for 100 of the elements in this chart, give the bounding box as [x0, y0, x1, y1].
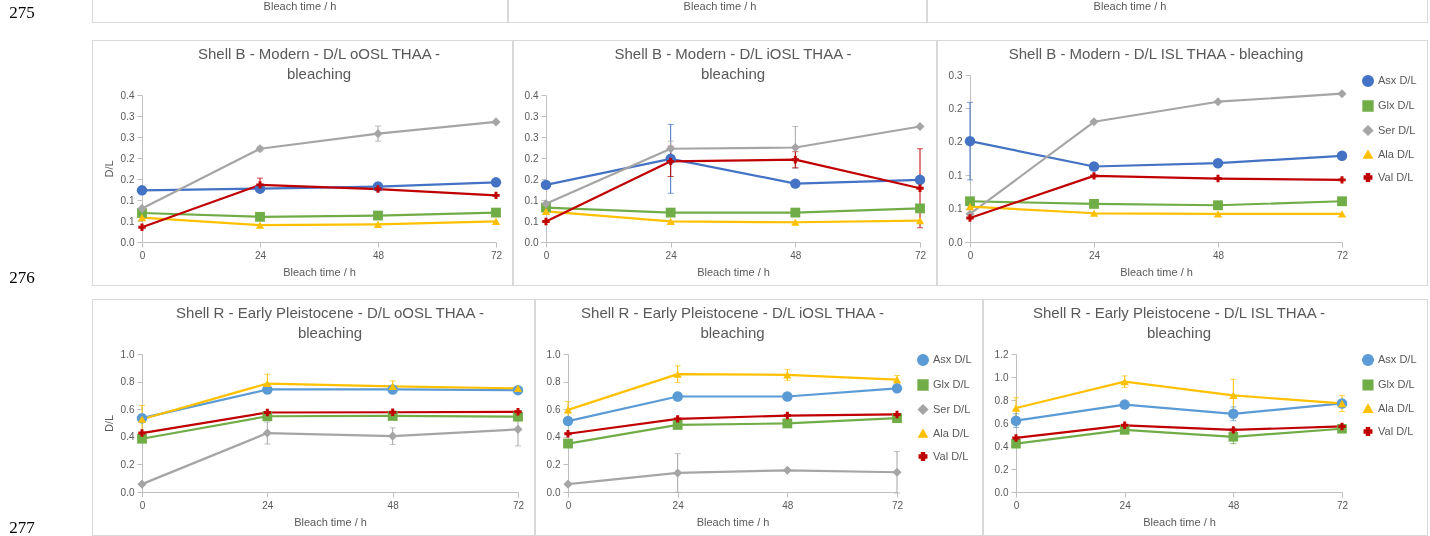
y-tick-label: 0.0	[994, 486, 1009, 498]
x-tick-label: 24	[1088, 249, 1101, 261]
y-tick-label: 0.6	[994, 417, 1009, 429]
point	[138, 223, 146, 232]
point	[1089, 117, 1099, 127]
text: Bleach time / h	[683, 0, 757, 12]
point	[490, 177, 502, 188]
y-tick-label: 0.0	[948, 236, 963, 248]
point	[1120, 421, 1129, 430]
x-tick-label: 0	[1013, 499, 1020, 511]
chart-title: Shell R - Early Pleistocene - D/L ISL THAA - bleaching	[1032, 304, 1326, 341]
y-tick-label: 0.2	[994, 463, 1009, 475]
x-tick-label: 0	[139, 249, 146, 261]
y-tick-label: 0.3	[948, 69, 963, 81]
legend-label: Val D/L	[1378, 170, 1414, 183]
legend-label: Val D/L	[933, 449, 969, 462]
x-tick-label: 0	[565, 499, 572, 511]
y-tick-label: 0.3	[120, 110, 135, 122]
point	[263, 379, 272, 388]
point	[791, 155, 800, 164]
y-tick-label: 0.4	[994, 440, 1009, 452]
y-tick-label: 0.1	[524, 215, 539, 227]
point	[916, 184, 924, 192]
y-tick-label: 0.4	[120, 89, 135, 101]
point	[373, 220, 383, 228]
point	[666, 217, 675, 226]
y-tick-label: 0.0	[120, 236, 135, 248]
y-tick-label: 0.2	[948, 136, 963, 148]
point	[892, 467, 902, 477]
legend-label: Ala D/L	[1378, 401, 1415, 414]
text: 275	[9, 3, 35, 23]
y-tick-label: 0.1	[524, 194, 539, 206]
x-axis-title: Bleach time / h	[696, 515, 770, 528]
chart-title: Shell B - Modern - D/L oOSL THAA - bleaching	[197, 45, 441, 82]
point	[893, 410, 901, 419]
text: 276	[9, 268, 35, 288]
point	[1089, 199, 1099, 209]
y-tick-label: 0.2	[524, 152, 539, 164]
point	[790, 207, 801, 218]
legend-label: Asx D/L	[1378, 353, 1417, 365]
point	[782, 465, 792, 475]
point	[964, 135, 976, 147]
point	[541, 207, 551, 215]
point	[1212, 157, 1224, 169]
y-tick-label: 0.1	[948, 203, 963, 215]
point	[782, 391, 793, 402]
y-tick-label: 0.2	[120, 152, 135, 164]
point	[1213, 200, 1223, 211]
point	[914, 174, 926, 186]
x-tick-label: 48	[1212, 249, 1225, 261]
x-axis-title: Bleach time / h	[697, 265, 770, 278]
point	[563, 479, 573, 489]
point	[542, 217, 550, 226]
point	[491, 117, 501, 127]
point	[137, 479, 147, 489]
x-tick-label: 72	[512, 499, 525, 511]
point	[791, 218, 800, 226]
y-tick-label: 0.4	[524, 89, 539, 101]
text: Bleach time / h	[1093, 0, 1167, 12]
y-tick-label: 0.0	[524, 236, 539, 248]
y-tick-label: 0.6	[546, 403, 561, 415]
point	[915, 216, 925, 225]
x-tick-label: 24	[1119, 499, 1132, 511]
point	[1336, 150, 1348, 162]
y-tick-label: 1.2	[994, 348, 1009, 360]
legend-label: Glx D/L	[1378, 378, 1415, 390]
point	[665, 207, 676, 218]
point	[491, 217, 501, 226]
point	[136, 185, 148, 196]
x-tick-label: 48	[372, 249, 385, 261]
y-axis-title: D/L	[102, 414, 115, 433]
y-tick-label: 0.8	[120, 376, 135, 388]
y-tick-label: 0.0	[120, 486, 135, 498]
x-tick-label: 48	[782, 499, 794, 511]
point	[1214, 174, 1222, 183]
text: Bleach time / h	[263, 0, 337, 12]
point	[673, 415, 682, 423]
y-tick-label: 0.3	[524, 131, 539, 143]
chart-title: Shell R - Early Pleistocene - D/L oOSL THAA - bleaching	[176, 304, 484, 341]
point	[255, 211, 265, 222]
x-axis-title: Bleach time / h	[283, 265, 356, 278]
point	[782, 418, 793, 429]
x-tick-label: 0	[967, 249, 974, 261]
point	[374, 185, 382, 193]
point	[541, 199, 551, 209]
legend-label: Asx D/L	[933, 353, 972, 365]
point	[1337, 196, 1347, 207]
point	[1213, 210, 1223, 218]
point	[666, 144, 676, 154]
y-tick-label: 1.0	[546, 348, 561, 360]
point	[891, 383, 903, 394]
x-tick-label: 48	[790, 249, 802, 261]
x-tick-label: 0	[543, 249, 550, 261]
chart-title: Shell B - Modern - D/L iOSL THAA - bleaching	[614, 45, 852, 82]
point	[137, 203, 147, 213]
y-tick-label: 0.2	[120, 173, 135, 185]
point	[263, 408, 272, 417]
x-tick-label: 24	[254, 249, 267, 261]
legend-label: Asx D/L	[1378, 74, 1417, 86]
x-axis-title: Bleach time / h	[294, 515, 367, 528]
